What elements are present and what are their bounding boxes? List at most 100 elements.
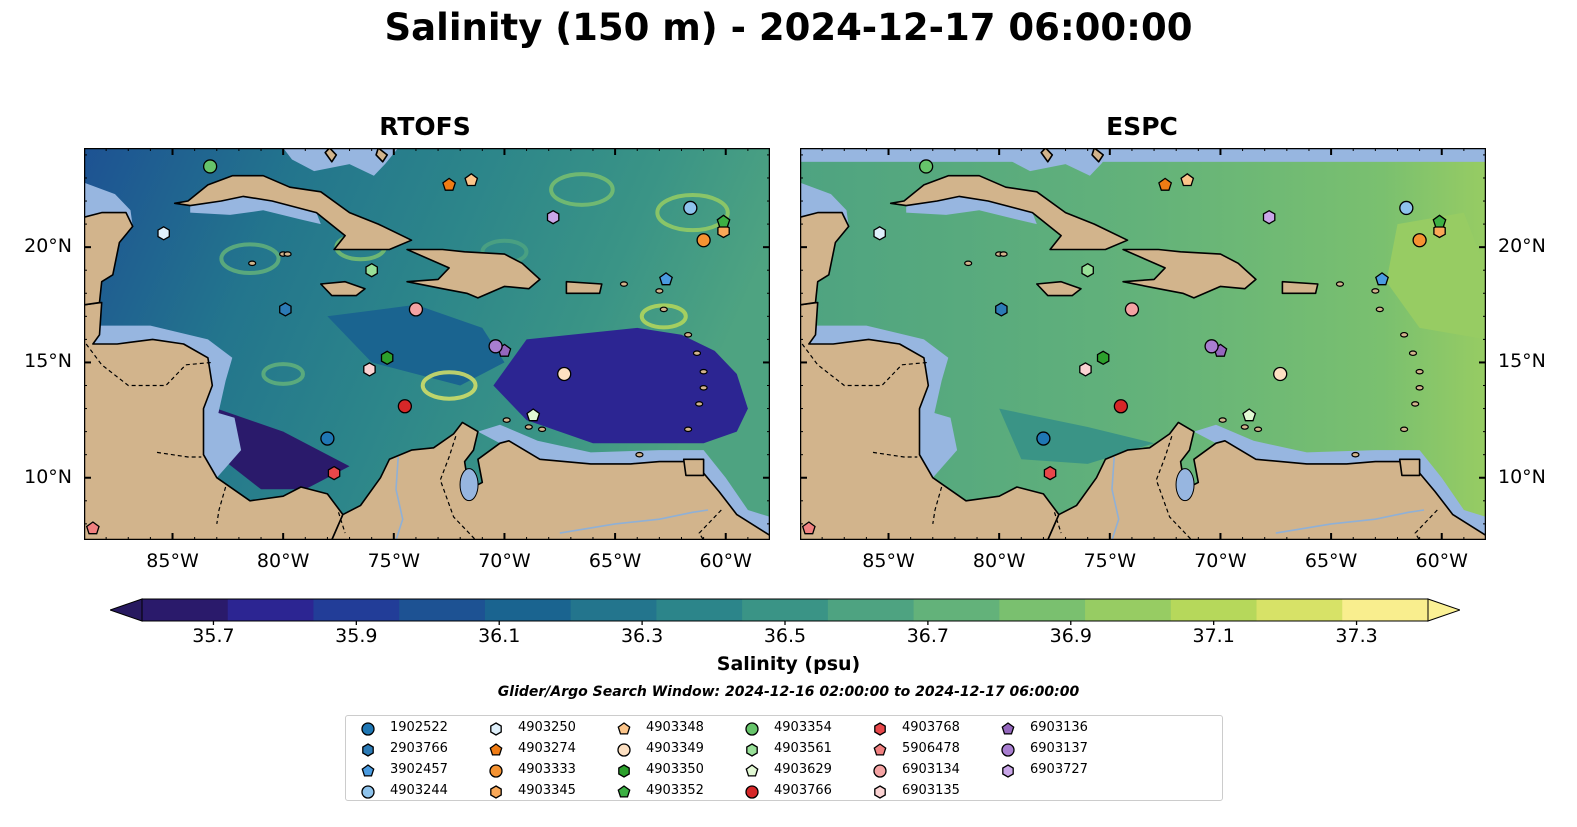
land-cuba	[889, 174, 1129, 251]
colorbar-tick-label: 37.3	[1335, 625, 1378, 647]
country-border	[1053, 512, 1062, 534]
float-marker-4903768	[1043, 465, 1057, 481]
float-marker-4903349	[1273, 366, 1288, 382]
float-marker-5906478	[85, 521, 100, 535]
float-marker-4903629	[526, 408, 541, 422]
land-central-america	[84, 301, 344, 540]
country-border	[85, 343, 213, 387]
legend-marker-hexagon	[362, 743, 374, 757]
colorbar	[110, 598, 1460, 625]
legend-marker-hexagon	[1002, 764, 1014, 778]
small-island	[699, 385, 708, 391]
small-island	[695, 401, 704, 407]
legend-label: 4903348	[646, 720, 704, 735]
legend-label: 4903349	[646, 741, 704, 756]
float-marker-4903345	[1433, 223, 1446, 239]
river	[1275, 509, 1425, 534]
small-island	[1375, 306, 1384, 313]
shelf-cuba-shelf	[190, 196, 321, 225]
legend-marker-pentagon	[489, 743, 503, 756]
legend-label: 4903766	[774, 783, 832, 798]
colorbar-tick-label: 36.5	[763, 625, 807, 647]
lake-maracaibo	[459, 468, 479, 502]
land-trinidad	[1398, 458, 1421, 477]
float-marker-4903561	[1081, 262, 1094, 278]
small-island	[1335, 281, 1345, 287]
colorbar-tick-label: 36.9	[1049, 625, 1092, 647]
float-marker-4903250	[157, 226, 170, 241]
legend-label: 4903768	[902, 720, 960, 735]
small-island	[684, 331, 693, 338]
colorbar-tick-label: 36.1	[478, 625, 521, 647]
legend-marker-hexagon	[874, 722, 886, 736]
high-salinity-region	[1386, 212, 1486, 340]
land-central-america	[800, 301, 1060, 540]
lat-tick-label: 10°N	[1498, 465, 1546, 488]
lon-tick-label: 70°W	[478, 550, 531, 572]
legend-marker-circle	[873, 764, 887, 778]
land-cuba	[173, 174, 413, 251]
colorbar-segment	[827, 599, 915, 621]
colorbar-tick-label: 35.7	[192, 625, 235, 647]
low-salinity-region	[216, 408, 350, 490]
country-border	[932, 486, 943, 524]
small-island	[1218, 417, 1227, 423]
land-bahamas1	[1040, 148, 1054, 163]
land-yucatan	[84, 211, 134, 306]
float-marker-1902522	[1036, 431, 1051, 446]
country-border	[337, 512, 346, 534]
float-marker-4903274	[1158, 177, 1173, 191]
float-marker-4903333	[696, 233, 711, 248]
land-hispaniola	[1122, 248, 1257, 299]
float-marker-4903352	[1432, 214, 1447, 228]
lat-tick-label: 10°N	[24, 465, 72, 488]
map-frame	[800, 148, 1486, 540]
legend-label: 6903136	[1030, 720, 1088, 735]
search-window-text: Glider/Argo Search Window: 2024-12-16 02…	[497, 684, 1080, 700]
colorbar-title: Salinity (psu)	[716, 653, 861, 675]
lon-tick-label: 60°W	[699, 550, 752, 572]
land-south-america	[1047, 421, 1486, 540]
legend-marker-pentagon	[617, 722, 631, 735]
float-marker-5906478	[801, 521, 816, 535]
float-marker-4903354	[202, 159, 218, 174]
lon-tick-label: 60°W	[1415, 550, 1468, 572]
small-island	[999, 251, 1008, 257]
colorbar-tick-label: 35.9	[335, 625, 378, 647]
map-panel-espc	[800, 148, 1486, 540]
small-island	[502, 417, 511, 423]
lon-tick-label: 85°W	[146, 550, 199, 572]
legend-marker-circle	[617, 743, 631, 757]
legend-marker-pentagon	[617, 785, 631, 798]
country-border	[1414, 509, 1438, 540]
lon-tick-label: 80°W	[972, 550, 1026, 572]
shelf-venezuela-shelf	[477, 424, 770, 536]
shelf-nicaragua-shelf	[919, 408, 958, 478]
small-island	[684, 426, 693, 433]
legend-label: 6903134	[902, 762, 960, 777]
river	[395, 456, 404, 540]
lon-tick-label: 75°W	[1083, 550, 1137, 572]
country-border	[801, 343, 929, 387]
no-data-band	[800, 148, 1486, 162]
legend-marker-pentagon	[873, 743, 887, 756]
small-island	[659, 306, 668, 313]
float-marker-2903766	[279, 302, 292, 317]
float-marker-4903768	[327, 465, 341, 481]
float-marker-4903348	[1180, 172, 1195, 187]
small-island	[619, 281, 629, 287]
small-island	[1400, 331, 1409, 338]
mid-salinity-region	[999, 408, 1155, 464]
land-bahamas2	[1091, 148, 1105, 163]
country-border	[439, 436, 477, 540]
shelf-bahamas-shelf	[999, 148, 1115, 176]
lake-maracaibo	[1175, 468, 1195, 502]
small-island	[692, 350, 702, 357]
small-island	[964, 260, 973, 267]
legend-marker-circle	[745, 785, 759, 799]
legend-marker-circle	[489, 764, 503, 778]
lon-tick-label: 85°W	[862, 550, 915, 572]
colorbar-segment	[913, 599, 1000, 621]
float-marker-4903629	[1242, 408, 1257, 422]
legend-marker-hexagon	[746, 743, 758, 757]
